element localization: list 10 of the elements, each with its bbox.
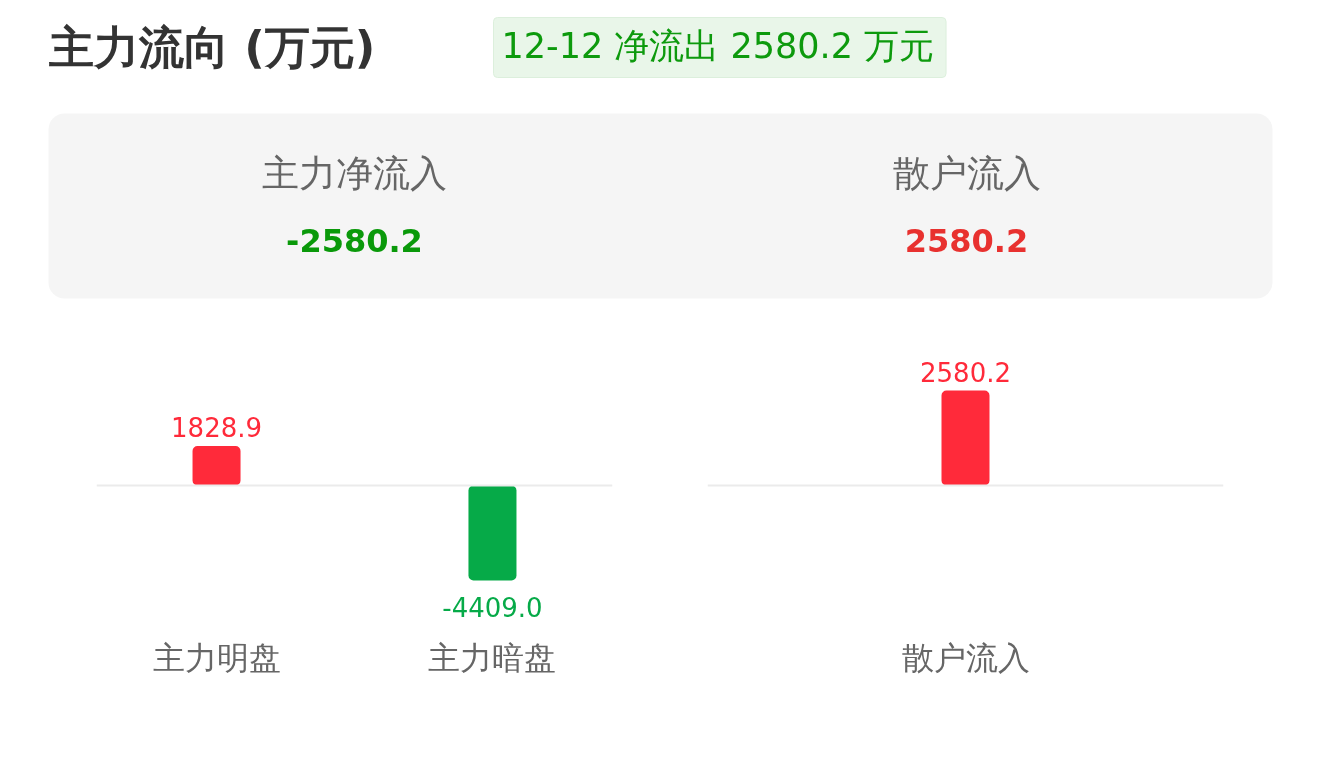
- data-label: -4409.0: [442, 592, 543, 623]
- data-label: 1828.9: [171, 413, 263, 444]
- x-tick-label: 主力暗盘: [428, 638, 557, 677]
- text: 12-12 净流出 2580.2 万元: [501, 25, 935, 66]
- data-label: 2580.2: [920, 357, 1011, 388]
- text: 主力流向 (万元): [48, 21, 376, 74]
- data-label: 2580.2: [904, 222, 1029, 260]
- x-tick-label: 主力明盘: [152, 638, 281, 677]
- data-label: -2580.2: [286, 222, 423, 260]
- category-label: 主力净流入: [262, 152, 447, 195]
